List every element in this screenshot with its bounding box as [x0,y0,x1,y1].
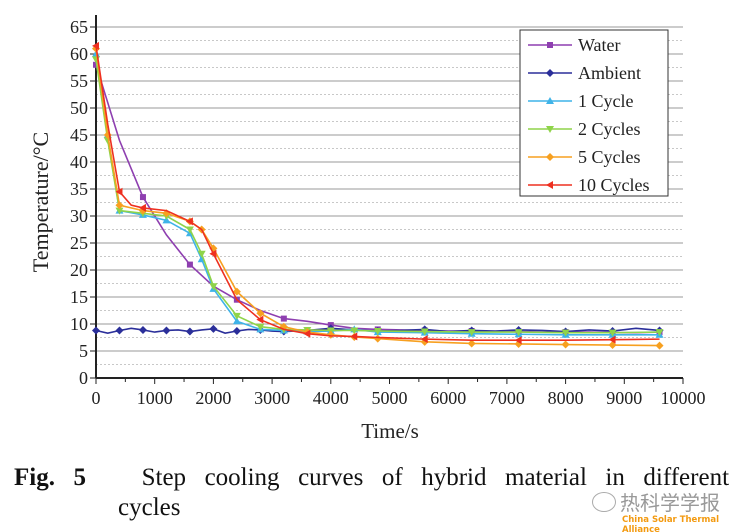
x-tick-label: 1000 [137,388,173,408]
data-point-10-cycles [138,203,146,212]
data-point-5-cycles [373,334,382,343]
x-tick-label: 3000 [254,388,290,408]
legend-marker-ambient [546,69,554,77]
legend-marker-1-cycle [546,97,554,104]
watermark-name: 热科学学报 [620,491,720,515]
data-point-water [186,261,193,268]
data-point-5-cycles [467,339,476,348]
data-point-ambient [138,325,147,334]
legend-marker-10-cycles [546,181,553,189]
x-tick-label: 7000 [489,388,525,408]
y-tick-label: 50 [70,98,88,118]
data-point-2-cycles [115,207,124,215]
data-point-5-cycles [561,340,570,349]
x-tick-label: 8000 [548,388,584,408]
legend-marker-5-cycles [546,153,554,161]
data-point-1-cycle [232,317,241,325]
data-point-10-cycles [303,329,311,338]
figure-caption: Fig. 5 Step cooling curves of hybrid mat… [14,462,729,493]
y-tick-label: 10 [70,314,88,334]
data-point-10-cycles [420,335,428,344]
data-point-10-cycles [350,332,358,341]
legend-label-2-cycles: 2 Cycles [578,119,641,139]
data-point-5-cycles [115,201,124,210]
data-point-2-cycles [514,329,523,337]
x-tick-label: 10000 [661,388,706,408]
data-point-ambient [209,324,218,333]
y-tick-label: 65 [70,17,88,37]
legend-marker-water [547,42,553,48]
cooling-chart: 0 5 10 15 20 25 30 35 40 45 50 55 60 65 0 1000 2000 3000 4… [28,15,706,443]
data-point-ambient [185,327,194,336]
caption-text: Step cooling curves of hybrid material i… [141,464,730,491]
y-tick-label: 15 [70,287,88,307]
data-point-5-cycles [256,309,265,318]
y-tick-label: 60 [70,44,88,64]
caption-label: Fig. 5 [14,464,86,491]
watermark-org: China Solar Thermal Alliance [622,515,720,532]
x-tick-label: 4000 [313,388,349,408]
data-point-5-cycles [655,341,664,350]
y-tick-label: 0 [79,368,88,388]
data-point-2-cycles [420,328,429,336]
watermark: 热科学学报 [592,487,720,516]
x-tick-label: 2000 [195,388,231,408]
legend-box [519,29,669,197]
data-point-5-cycles [232,287,241,296]
data-point-2-cycles [232,312,241,320]
x-tick-label: 0 [92,388,101,408]
data-point-ambient [232,327,241,336]
x-axis-label: Time/s [361,419,419,443]
data-point-water [280,315,287,322]
y-tick-label: 55 [70,71,88,91]
data-point-2-cycles [561,329,570,337]
legend-label-ambient: Ambient [578,63,641,83]
legend-label-water: Water [578,35,621,55]
y-tick-label: 35 [70,179,88,199]
y-tick-label: 30 [70,206,88,226]
legend-marker-2-cycles [546,126,554,133]
y-tick-label: 40 [70,152,88,172]
data-point-2-cycles [256,323,265,331]
data-point-10-cycles [608,335,616,344]
x-tick-label: 6000 [430,388,466,408]
data-point-10-cycles [514,336,522,345]
data-point-2-cycles [350,327,359,335]
caption-text-line2: cycles [118,494,181,521]
data-point-ambient [115,326,124,335]
legend-label-5-cycles: 5 Cycles [578,147,641,167]
x-tick-label: 9000 [606,388,642,408]
data-point-10-cycles [185,217,193,226]
data-point-ambient [162,326,171,335]
series-line-10-cycles [95,45,660,342]
y-tick-label: 25 [70,233,88,253]
y-tick-label: 45 [70,125,88,145]
data-point-ambient [92,326,100,335]
data-point-10-cycles [209,249,217,258]
legend-label-10-cycles: 10 Cycles [578,175,650,195]
legend-label-1-cycle: 1 Cycle [578,91,634,111]
data-point-water [139,194,146,201]
data-point-10-cycles [256,315,264,324]
data-point-10-cycles [92,41,99,50]
data-point-2-cycles [655,329,664,337]
y-tick-label: 20 [70,260,88,280]
y-tick-label: 5 [79,341,88,361]
data-point-2-cycles [197,250,206,258]
data-point-2-cycles [209,283,218,291]
y-axis-label: Temperature/°C [28,132,53,272]
wechat-icon [592,491,616,512]
data-point-10-cycles [115,187,123,196]
data-point-2-cycles [373,328,382,336]
data-point-2-cycles [185,226,194,234]
data-point-5-cycles [326,330,335,339]
data-point-2-cycles [467,329,476,337]
x-tick-label: 5000 [372,388,408,408]
data-point-2-cycles [608,329,617,337]
